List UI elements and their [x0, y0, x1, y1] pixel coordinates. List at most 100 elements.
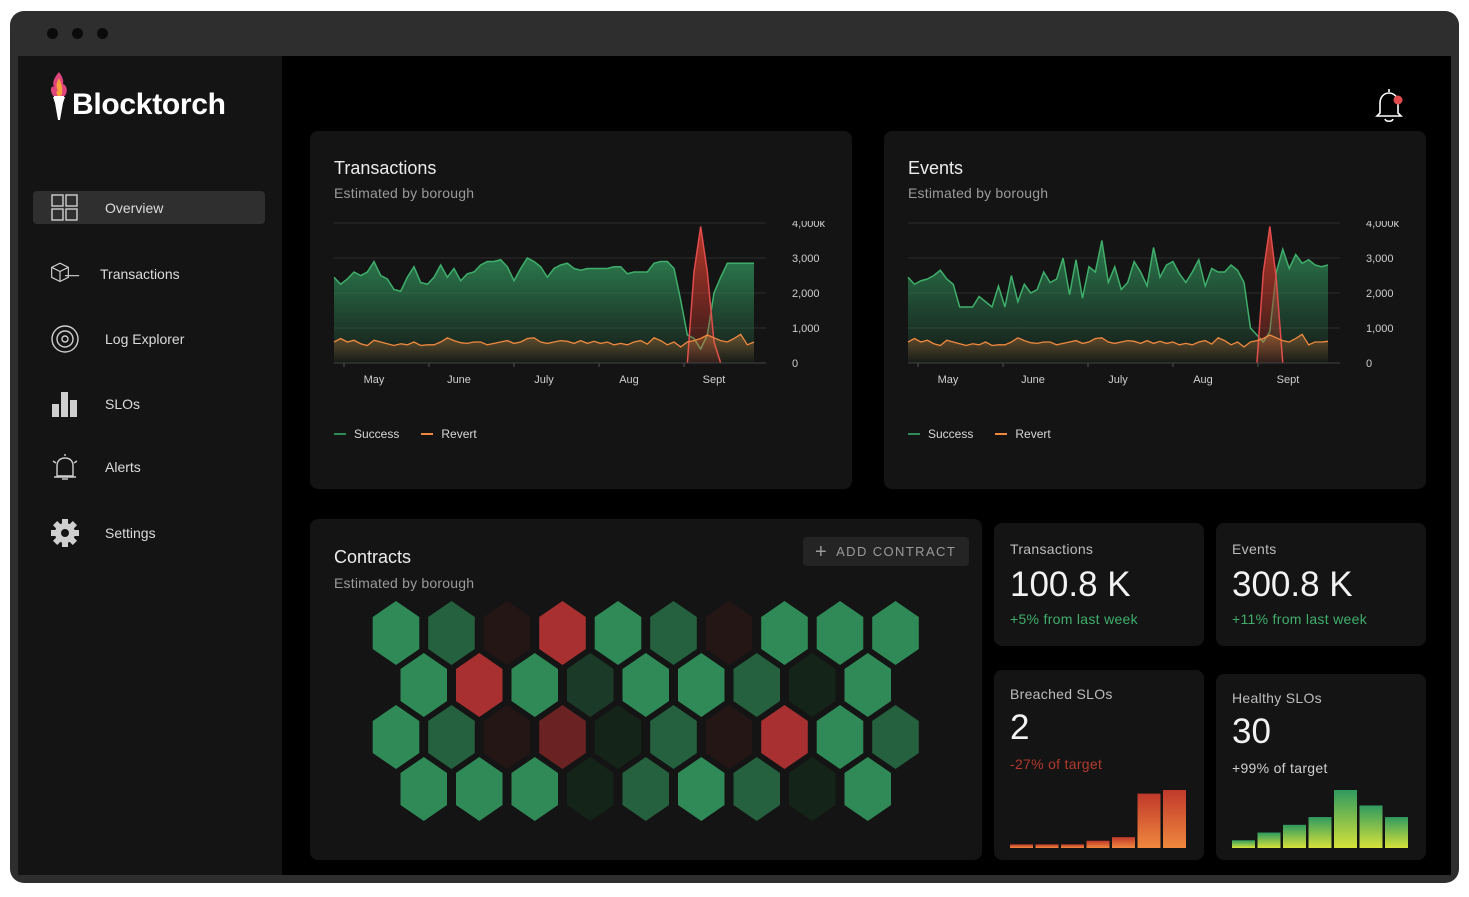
success-line: [907, 240, 1329, 344]
sidebar-item-overview[interactable]: Overview: [33, 191, 265, 224]
contract-hex[interactable]: [539, 705, 586, 769]
contract-hex[interactable]: [428, 601, 475, 665]
sidebar-item-log-explorer[interactable]: Log Explorer: [33, 322, 265, 355]
slo-bar: [1232, 840, 1255, 848]
contract-hex[interactable]: [567, 653, 614, 717]
contract-hex[interactable]: [456, 653, 503, 717]
contract-hex[interactable]: [594, 601, 642, 665]
add-contract-label: ADD CONTRACT: [836, 544, 957, 559]
stat-value: 2: [1010, 708, 1030, 747]
transactions-stat-card: Transactions 100.8 K +5% from last week: [994, 523, 1204, 646]
contract-hex[interactable]: [483, 601, 531, 665]
contract-hex[interactable]: [733, 757, 781, 821]
contract-hex[interactable]: [456, 757, 503, 821]
contract-hex[interactable]: [372, 705, 420, 769]
contract-hex[interactable]: [844, 653, 892, 717]
contract-hex[interactable]: [594, 705, 642, 769]
contract-hex[interactable]: [483, 705, 531, 769]
events-chart-card: Events Estimated by borough 4,000k 3,000 2…: [884, 131, 1426, 489]
window-minimize-button[interactable]: [72, 28, 83, 39]
slo-bar: [1359, 805, 1383, 848]
y-tick-label: 3,000: [792, 253, 820, 265]
stat-delta: +5% from last week: [1010, 611, 1138, 627]
contract-hex[interactable]: [678, 757, 725, 821]
target-icon: [50, 324, 80, 354]
chart-legend: Success Revert: [334, 427, 499, 441]
app-name: Blocktorch: [72, 88, 226, 121]
legend-revert: Revert: [441, 427, 477, 441]
revert-line: [333, 333, 755, 348]
contract-hex[interactable]: [650, 601, 697, 665]
x-tick-label: July: [534, 374, 554, 386]
add-contract-button[interactable]: + ADD CONTRACT: [803, 537, 969, 566]
sidebar-item-transactions[interactable]: Transactions: [33, 257, 265, 290]
slo-bar: [1010, 844, 1033, 848]
contract-hex[interactable]: [511, 757, 559, 821]
bell-icon: [1375, 89, 1403, 123]
y-tick-label: 3,000: [1366, 253, 1394, 265]
transactions-chart: 4,000k 3,000 2,000 1,000 0 May June July Aug Sept: [333, 221, 826, 386]
slo-bar: [1257, 832, 1281, 848]
success-area: [908, 240, 1328, 363]
y-tick-label: 0: [792, 358, 798, 370]
contract-hex[interactable]: [789, 653, 836, 717]
chart-legend: Success Revert: [908, 427, 1073, 441]
events-stat-card: Events 300.8 K +11% from last week: [1216, 523, 1426, 646]
slo-bar: [1112, 837, 1135, 848]
contract-hex[interactable]: [816, 705, 864, 769]
success-line: [333, 257, 754, 351]
contracts-hex-grid: [372, 601, 919, 821]
contract-hex[interactable]: [844, 757, 892, 821]
slo-bar: [1137, 793, 1161, 848]
sidebar-item-alerts[interactable]: Alerts: [33, 450, 265, 483]
contract-hex[interactable]: [761, 601, 808, 665]
contract-hex[interactable]: [705, 705, 753, 769]
y-tick-label: 4,000k: [792, 221, 826, 230]
sidebar: Blocktorch Overview Transactions Log Exp…: [18, 56, 282, 875]
stat-value: 30: [1232, 712, 1271, 751]
x-tick-label: Aug: [619, 374, 639, 386]
contract-hex[interactable]: [400, 757, 448, 821]
contract-hex[interactable]: [622, 757, 670, 821]
contract-hex[interactable]: [789, 757, 836, 821]
contracts-card: Contracts Estimated by borough + ADD CON…: [310, 519, 982, 860]
success-area: [334, 258, 754, 363]
notifications-button[interactable]: [1374, 86, 1404, 123]
contract-hex[interactable]: [761, 705, 808, 769]
revert-swatch: [995, 433, 1008, 435]
contract-hex[interactable]: [872, 705, 919, 769]
stat-delta: +11% from last week: [1232, 611, 1367, 627]
app-screen: Blocktorch Overview Transactions Log Exp…: [18, 56, 1451, 875]
contract-hex[interactable]: [705, 601, 753, 665]
contract-hex[interactable]: [567, 757, 614, 821]
success-swatch: [334, 433, 346, 435]
card-title: Contracts: [334, 547, 412, 567]
breached-slos-bar-chart: [1010, 790, 1186, 848]
sidebar-item-label: Transactions: [100, 265, 180, 282]
sidebar-item-slos[interactable]: SLOs: [33, 387, 265, 420]
stat-label: Breached SLOs: [1010, 686, 1113, 702]
card-subtitle: Estimated by borough: [334, 575, 475, 591]
contract-hex[interactable]: [650, 705, 697, 769]
contract-hex[interactable]: [816, 601, 864, 665]
contract-hex[interactable]: [539, 601, 586, 665]
stat-value: 300.8 K: [1232, 565, 1353, 604]
contract-hex[interactable]: [511, 653, 559, 717]
logo[interactable]: Blocktorch: [48, 70, 226, 122]
contract-hex[interactable]: [872, 601, 919, 665]
alarm-icon: [50, 452, 80, 482]
contract-hex[interactable]: [733, 653, 781, 717]
card-title: Events: [908, 158, 964, 178]
contract-hex[interactable]: [678, 653, 725, 717]
contract-hex[interactable]: [400, 653, 448, 717]
y-tick-label: 4,000k: [1366, 221, 1400, 230]
contract-hex[interactable]: [622, 653, 670, 717]
contract-hex[interactable]: [428, 705, 475, 769]
window-close-button[interactable]: [47, 28, 58, 39]
contract-hex[interactable]: [372, 601, 420, 665]
stat-delta: -27% of target: [1010, 756, 1103, 772]
window-maximize-button[interactable]: [97, 28, 108, 39]
torch-logo-icon: [50, 72, 67, 120]
x-tick-label: June: [447, 374, 471, 386]
sidebar-item-settings[interactable]: Settings: [33, 516, 265, 549]
